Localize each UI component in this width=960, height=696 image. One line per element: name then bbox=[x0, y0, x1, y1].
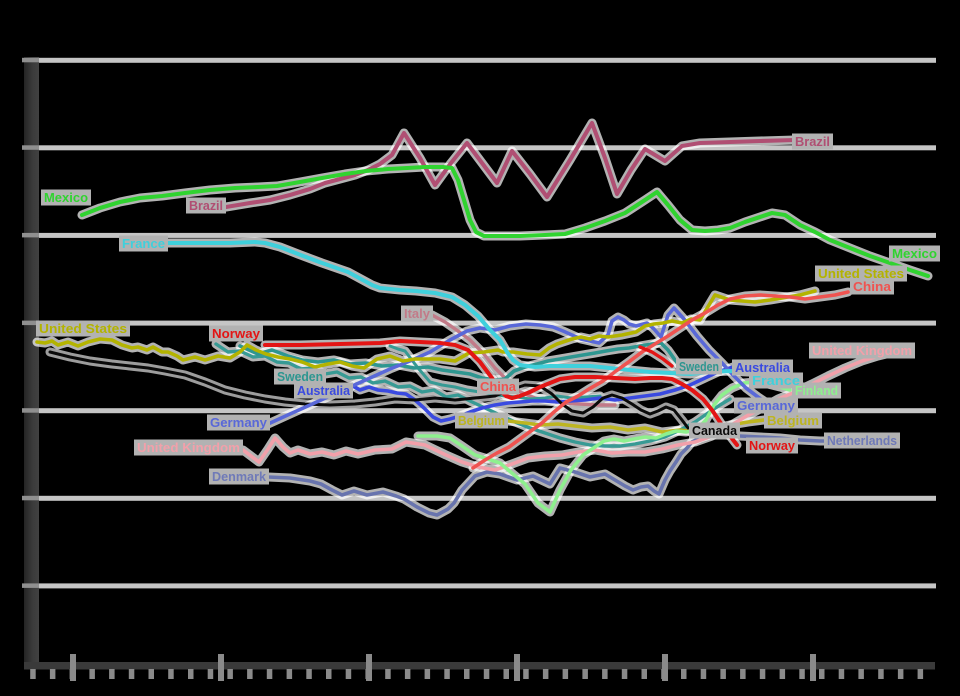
svg-text:Finland: Finland bbox=[795, 383, 838, 398]
svg-text:France: France bbox=[122, 236, 165, 251]
svg-text:Germany: Germany bbox=[210, 415, 268, 430]
svg-text:Denmark: Denmark bbox=[212, 469, 267, 484]
svg-text:Norway: Norway bbox=[212, 326, 261, 341]
svg-text:Mexico: Mexico bbox=[892, 246, 937, 261]
svg-text:Germany: Germany bbox=[737, 398, 796, 413]
svg-text:China: China bbox=[853, 279, 892, 294]
svg-text:United Kingdom: United Kingdom bbox=[137, 440, 240, 455]
svg-text:Australia: Australia bbox=[297, 383, 351, 398]
svg-text:Belgium: Belgium bbox=[767, 413, 819, 428]
svg-text:Australia: Australia bbox=[735, 360, 791, 375]
svg-text:Mexico: Mexico bbox=[44, 190, 88, 205]
svg-text:Belgium: Belgium bbox=[458, 413, 505, 428]
svg-text:Sweden: Sweden bbox=[277, 369, 323, 384]
svg-text:United States: United States bbox=[818, 266, 904, 281]
svg-text:United Kingdom: United Kingdom bbox=[812, 343, 912, 358]
svg-text:Sweden: Sweden bbox=[679, 359, 719, 374]
svg-text:China: China bbox=[480, 379, 517, 394]
svg-text:France: France bbox=[752, 373, 800, 388]
svg-text:Italy: Italy bbox=[404, 306, 431, 321]
svg-text:United States: United States bbox=[39, 321, 127, 336]
svg-text:Netherlands: Netherlands bbox=[827, 433, 897, 448]
svg-text:Canada: Canada bbox=[692, 423, 738, 438]
svg-text:Brazil: Brazil bbox=[795, 134, 830, 149]
svg-text:Brazil: Brazil bbox=[189, 198, 223, 213]
svg-text:Norway: Norway bbox=[749, 438, 796, 453]
